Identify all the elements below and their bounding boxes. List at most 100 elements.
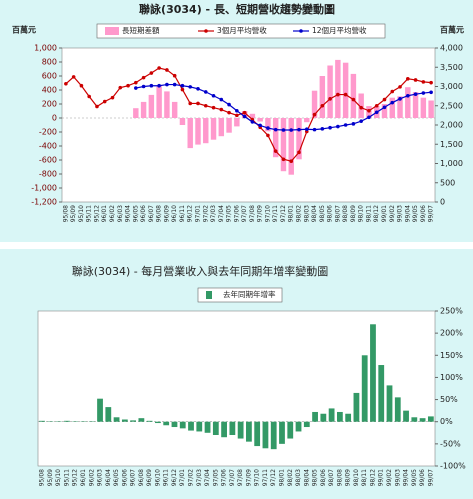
- y-tick-label: -800: [39, 170, 57, 179]
- line-marker: [172, 82, 177, 87]
- line-marker: [110, 95, 115, 100]
- bar: [221, 421, 227, 438]
- legend-swatch: [105, 27, 119, 35]
- line-marker: [351, 122, 356, 126]
- bar: [179, 421, 186, 429]
- chart-title: 聯詠(3034) - 長、短期營收趨勢變動圖: [139, 2, 335, 16]
- x-tick-label: 96/06: [140, 205, 147, 222]
- bar: [39, 420, 46, 422]
- line-marker: [242, 114, 247, 119]
- bar: [130, 420, 137, 422]
- line-marker: [134, 86, 138, 90]
- x-tick-label: 98/09: [350, 205, 357, 222]
- x-tick-label: 98/11: [361, 469, 368, 486]
- line-marker: [165, 82, 169, 87]
- line-marker: [235, 108, 239, 113]
- x-tick-label: 96/11: [179, 205, 186, 222]
- line-marker: [227, 110, 231, 115]
- bar: [386, 385, 393, 422]
- line-marker: [413, 78, 418, 82]
- x-tick-label: 97/12: [280, 205, 287, 222]
- y-tick-label: 400: [42, 86, 57, 95]
- x-tick-label: 95/10: [55, 469, 62, 486]
- x-tick-label: 99/04: [404, 205, 411, 222]
- legend-label: 12個月平均營收: [312, 25, 367, 35]
- line-marker: [79, 83, 84, 88]
- bar: [204, 421, 211, 433]
- y2-tick-label: 4,000: [440, 44, 463, 53]
- bar: [288, 118, 294, 175]
- legend-box: [96, 23, 386, 39]
- bar: [262, 421, 269, 449]
- x-tick-label: 96/07: [148, 205, 155, 222]
- legend-label: 長短期差額: [122, 25, 160, 35]
- y-tick-label: -1,200: [31, 198, 57, 207]
- line-marker: [273, 149, 278, 153]
- line-marker: [71, 75, 76, 79]
- line-marker: [188, 101, 193, 106]
- line-marker: [406, 77, 410, 81]
- x-tick-label: 96/10: [154, 469, 161, 486]
- x-tick-label: 97/10: [254, 469, 261, 486]
- x-tick-label: 99/05: [412, 205, 419, 222]
- bar: [335, 59, 341, 118]
- bar: [155, 421, 161, 424]
- line-marker: [250, 120, 255, 124]
- bar: [311, 90, 318, 118]
- y2-tick-label: 2,500: [440, 101, 463, 110]
- line-marker: [118, 85, 123, 90]
- line-marker: [367, 108, 371, 113]
- x-tick-label: 97/06: [233, 205, 240, 222]
- bar: [405, 87, 411, 118]
- bar: [140, 101, 147, 118]
- x-tick-label: 96/08: [156, 205, 163, 222]
- line-marker: [429, 90, 433, 95]
- x-tick-label: 96/03: [117, 205, 124, 222]
- bar: [296, 118, 302, 160]
- bar: [270, 421, 277, 450]
- bar: [394, 397, 401, 422]
- bar: [427, 416, 434, 422]
- line-marker: [359, 105, 363, 110]
- x-tick-label: 99/07: [427, 469, 434, 486]
- bar: [412, 92, 419, 118]
- bar: [312, 411, 318, 422]
- legend-label: 3個月平均營收: [217, 25, 267, 35]
- legend-swatch: [299, 29, 303, 33]
- line-marker: [297, 150, 301, 155]
- x-tick-label: 96/12: [187, 205, 194, 222]
- bar: [303, 421, 310, 428]
- x-tick-label: 98/03: [295, 469, 302, 486]
- line-marker: [367, 115, 371, 120]
- bar: [287, 421, 294, 439]
- bar: [113, 417, 120, 422]
- x-tick-label: 96/10: [171, 205, 178, 222]
- y-tick-label: 0: [52, 114, 57, 123]
- x-tick-label: 96/01: [101, 205, 108, 222]
- bar: [397, 96, 403, 118]
- line-marker: [320, 103, 325, 108]
- legend-label: 去年同期年增率: [223, 289, 276, 299]
- x-tick-label: 98/05: [312, 469, 319, 486]
- bar: [246, 421, 252, 442]
- x-tick-label: 99/03: [397, 205, 404, 222]
- x-tick-label: 98/01: [288, 205, 295, 222]
- bar: [156, 85, 162, 118]
- x-tick-label: 99/04: [403, 469, 410, 486]
- line-marker: [165, 68, 169, 72]
- line-marker: [390, 100, 395, 105]
- chart-title: 聯詠(3034) - 每月營業收入與去年同期年增率變動圖: [72, 264, 329, 278]
- legend-swatch: [206, 291, 212, 299]
- bar: [210, 118, 217, 140]
- x-tick-label: 96/02: [88, 469, 95, 486]
- line-marker: [87, 94, 91, 99]
- bar: [428, 100, 434, 118]
- y-tick-label: 50%: [440, 395, 458, 404]
- x-tick-label: 98/02: [296, 205, 303, 222]
- bar: [265, 118, 271, 132]
- bar: [378, 365, 385, 422]
- y-tick-label: 150%: [440, 351, 463, 360]
- line-marker: [421, 91, 426, 95]
